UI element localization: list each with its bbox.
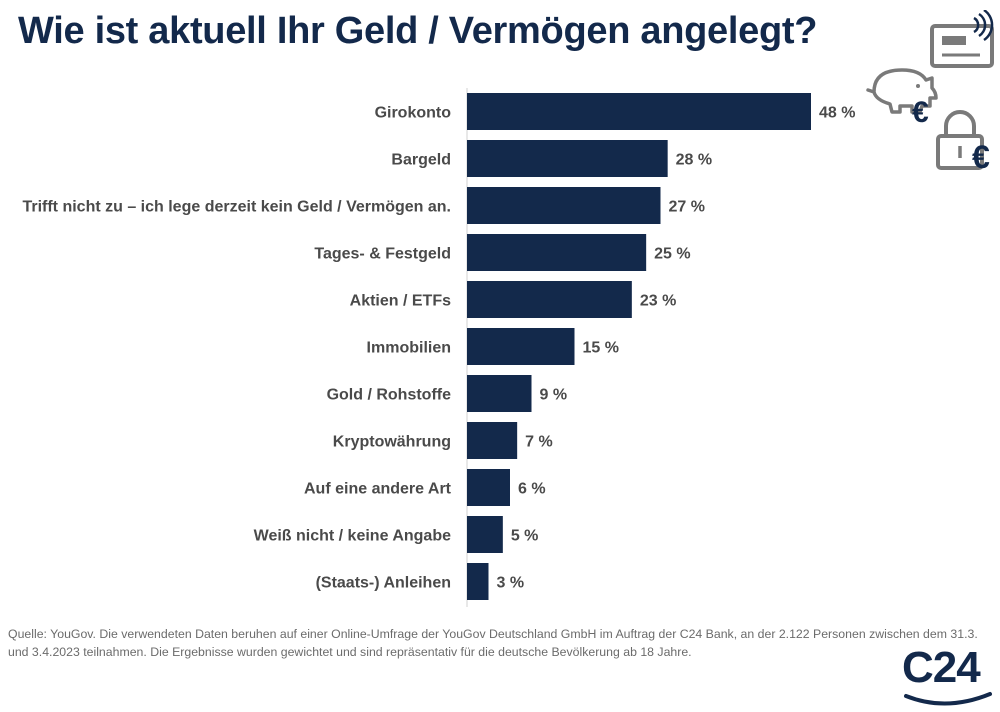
category-label: Aktien / ETFs — [350, 293, 451, 310]
value-label: 27 % — [669, 199, 705, 216]
bar-5 — [467, 328, 575, 365]
bar-2 — [467, 187, 661, 224]
value-label: 23 % — [640, 293, 676, 310]
category-label: Girokonto — [375, 105, 452, 122]
logo-text: C24 — [902, 643, 981, 692]
bar-chart: Girokonto 48 % Bargeld 28 % Trifft nicht zu … — [22, 88, 855, 607]
c24-logo: C24 — [898, 640, 994, 706]
category-label: Tages- & Festgeld — [314, 246, 451, 263]
bar-7 — [467, 422, 518, 459]
value-label: 7 % — [525, 434, 553, 451]
bar-0 — [467, 93, 811, 130]
logo-swoosh — [904, 692, 992, 706]
value-label: 25 % — [654, 246, 690, 263]
bar-3 — [467, 234, 647, 271]
contactless-card-icon — [930, 8, 994, 68]
value-label: 3 % — [497, 575, 525, 592]
category-label: Bargeld — [391, 152, 451, 169]
category-label: (Staats-) Anleihen — [316, 575, 451, 592]
finance-icons: € € — [862, 8, 1000, 175]
bar-8 — [467, 469, 510, 506]
value-label: 5 % — [511, 528, 539, 545]
svg-text:€: € — [912, 96, 929, 129]
piggy-bank-euro-icon: € — [866, 68, 938, 129]
bar-4 — [467, 281, 632, 318]
bar-1 — [467, 140, 668, 177]
chart-title: Wie ist aktuell Ihr Geld / Vermögen ange… — [18, 10, 818, 52]
category-label: Gold / Rohstoffe — [327, 387, 452, 404]
category-label: Kryptowährung — [333, 434, 451, 451]
value-label: 9 % — [540, 387, 568, 404]
bar-6 — [467, 375, 532, 412]
padlock-euro-icon: € — [936, 110, 990, 175]
category-label: Trifft nicht zu – ich lege derzeit kein … — [22, 199, 451, 216]
value-label: 15 % — [583, 340, 619, 357]
category-label: Immobilien — [367, 340, 451, 357]
category-label: Auf eine andere Art — [304, 481, 452, 498]
value-label: 28 % — [676, 152, 712, 169]
svg-text:€: € — [972, 139, 990, 170]
bar-10 — [467, 563, 489, 600]
bar-9 — [467, 516, 503, 553]
category-label: Weiß nicht / keine Angabe — [254, 528, 451, 545]
source-note: Quelle: YouGov. Die verwendeten Daten be… — [8, 627, 978, 659]
value-label: 6 % — [518, 481, 546, 498]
value-label: 48 % — [819, 105, 855, 122]
